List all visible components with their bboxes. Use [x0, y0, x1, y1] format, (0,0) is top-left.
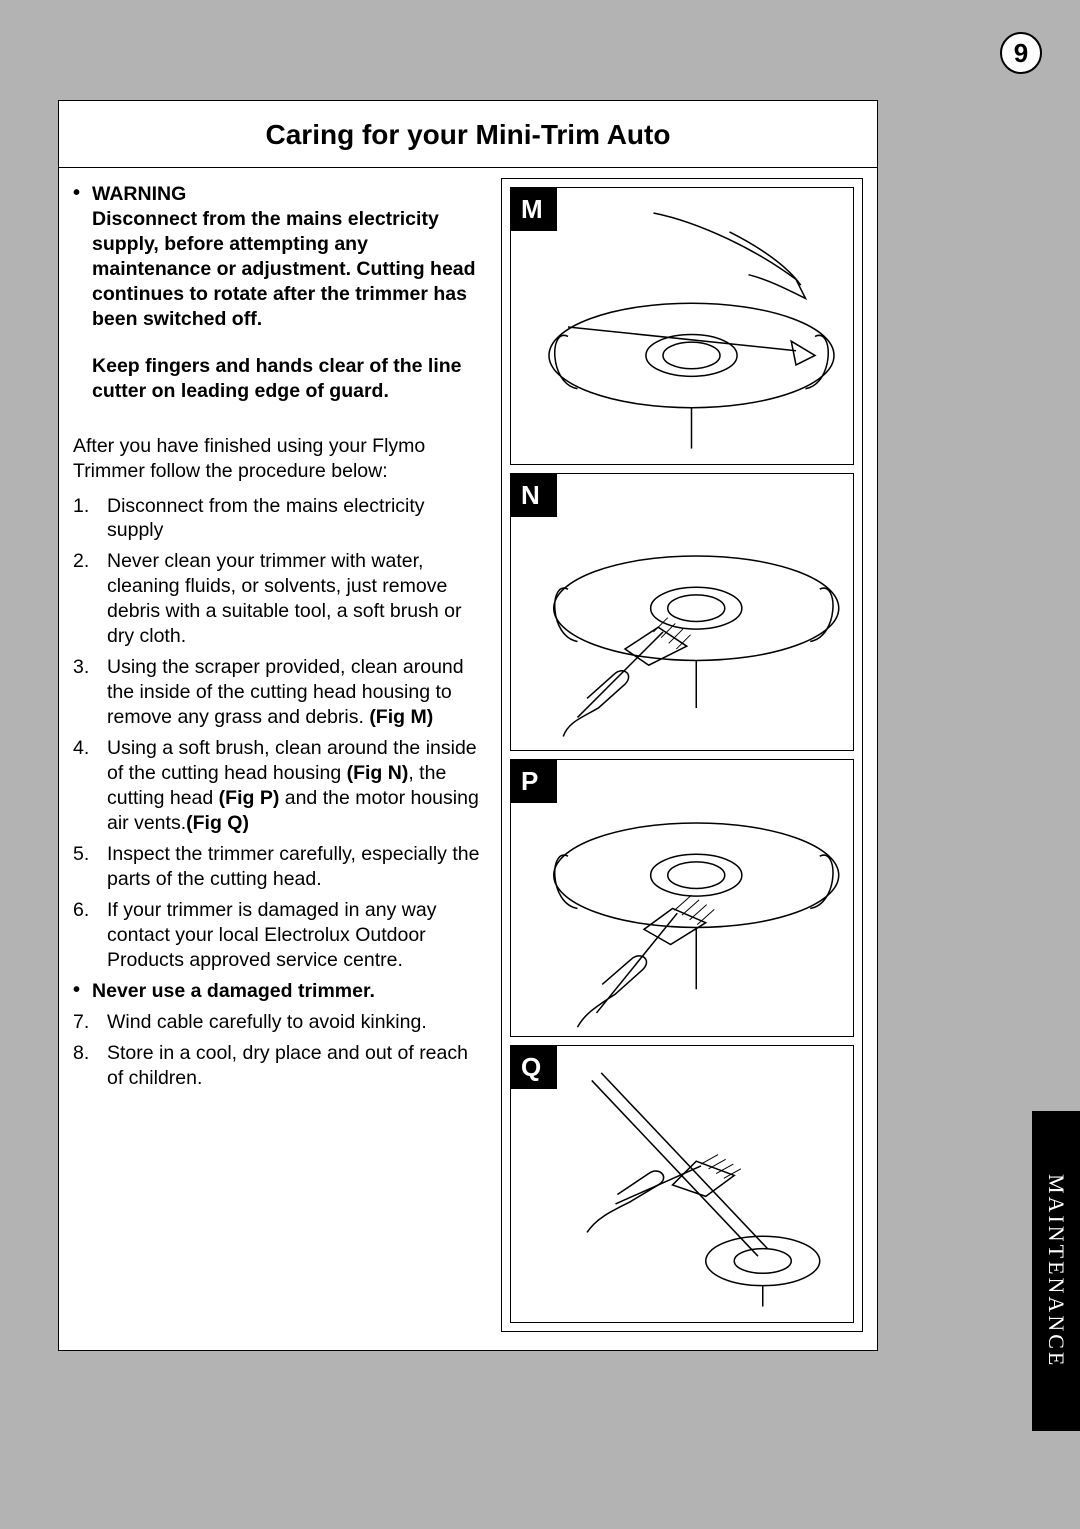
text-column: • WARNING Disconnect from the mains elec… — [73, 178, 483, 1332]
never-damaged-text: Never use a damaged trimmer. — [92, 979, 375, 1004]
figure-column: M — [501, 178, 863, 1332]
figure-label: P — [511, 760, 557, 803]
step-text: Inspect the trimmer carefully, especiall… — [107, 842, 483, 892]
figure-panel-p: P — [510, 759, 854, 1037]
warning-para2: Keep fingers and hands clear of the line… — [92, 354, 483, 404]
warning-bullet: • WARNING Disconnect from the mains elec… — [73, 182, 483, 404]
page-title: Caring for your Mini-Trim Auto — [69, 119, 867, 151]
figure-panel-m: M — [510, 187, 854, 465]
step-text: Using a soft brush, clean around the ins… — [107, 736, 483, 836]
figure-n-illustration — [511, 474, 853, 750]
step-item: Using a soft brush, clean around the ins… — [73, 736, 483, 836]
figure-p-illustration — [511, 760, 853, 1036]
bullet-icon: • — [73, 182, 80, 404]
step-item: Never clean your trimmer with water, cle… — [73, 549, 483, 649]
warning-para1: Disconnect from the mains electricity su… — [92, 207, 483, 332]
page-number-badge: 9 — [1000, 32, 1042, 74]
figure-label: N — [511, 474, 557, 517]
figure-panel-n: N — [510, 473, 854, 751]
step-text: If your trimmer is damaged in any way co… — [107, 898, 483, 973]
bullet-icon: • — [73, 979, 80, 1004]
step-item: Disconnect from the mains electricity su… — [73, 494, 483, 544]
side-tab: MAINTENANCE — [1032, 1111, 1080, 1431]
step-text: Disconnect from the mains electricity su… — [107, 494, 483, 544]
side-tab-label: MAINTENANCE — [1043, 1174, 1069, 1368]
step-item: Inspect the trimmer carefully, especiall… — [73, 842, 483, 892]
content-box: Caring for your Mini-Trim Auto • WARNING… — [58, 100, 878, 1351]
step-item: Wind cable carefully to avoid kinking. — [73, 1010, 483, 1035]
never-damaged-bullet: • Never use a damaged trimmer. — [73, 979, 483, 1004]
steps-list: Disconnect from the mains electricity su… — [73, 494, 483, 973]
figure-m-illustration — [511, 188, 853, 464]
steps-list-2: Wind cable carefully to avoid kinking. S… — [73, 1010, 483, 1091]
step-text: Wind cable carefully to avoid kinking. — [107, 1010, 427, 1035]
step-text: Never clean your trimmer with water, cle… — [107, 549, 483, 649]
figure-panel-q: Q — [510, 1045, 854, 1323]
step-item: Using the scraper provided, clean around… — [73, 655, 483, 730]
step-item: Store in a cool, dry place and out of re… — [73, 1041, 483, 1091]
figure-label: Q — [511, 1046, 557, 1089]
warning-block: • WARNING Disconnect from the mains elec… — [73, 178, 483, 422]
intro-paragraph: After you have finished using your Flymo… — [73, 434, 483, 484]
figure-q-illustration — [511, 1046, 853, 1322]
step-text: Using the scraper provided, clean around… — [107, 655, 483, 730]
body-columns: • WARNING Disconnect from the mains elec… — [59, 168, 877, 1350]
title-box: Caring for your Mini-Trim Auto — [59, 101, 877, 168]
warning-content: WARNING Disconnect from the mains electr… — [92, 182, 483, 404]
step-item: If your trimmer is damaged in any way co… — [73, 898, 483, 973]
warning-heading: WARNING — [92, 182, 483, 207]
figure-label: M — [511, 188, 557, 231]
step-text: Store in a cool, dry place and out of re… — [107, 1041, 483, 1091]
page-number: 9 — [1014, 38, 1028, 69]
